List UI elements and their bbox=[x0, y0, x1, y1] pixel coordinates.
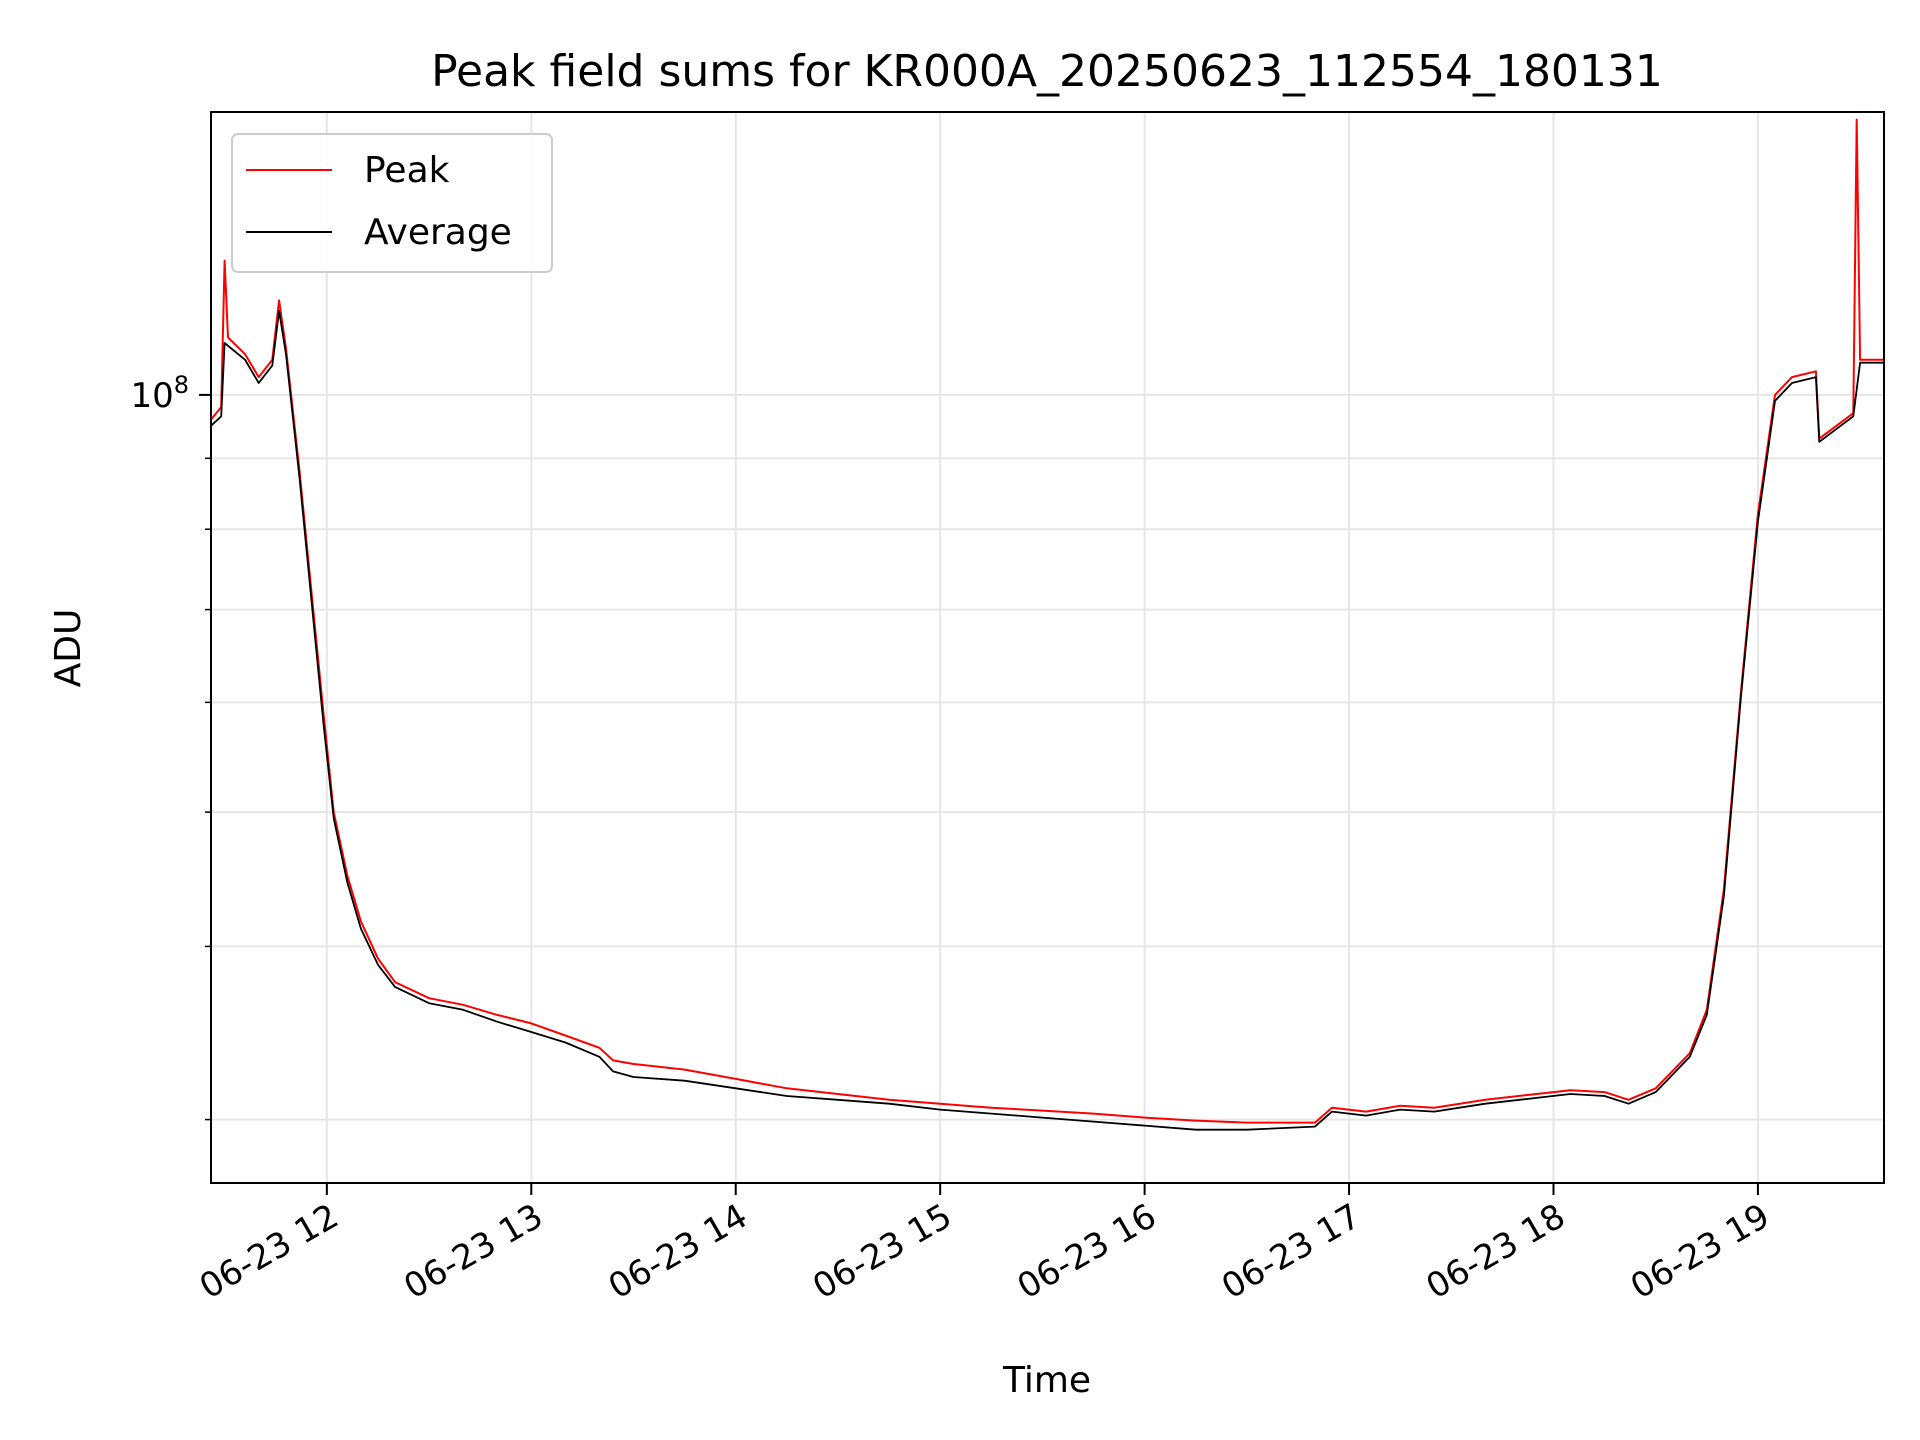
y-axis-label: ADU bbox=[48, 609, 89, 688]
legend-label-peak: Peak bbox=[364, 150, 450, 191]
series-line-average bbox=[210, 309, 1884, 1131]
chart-title: Peak field sums for KR000A_20250623_1125… bbox=[431, 46, 1663, 97]
plot-series bbox=[210, 118, 1884, 1131]
legend: Peak Average bbox=[231, 133, 553, 273]
legend-box bbox=[231, 133, 553, 273]
x-axis-label: Time bbox=[1002, 1360, 1091, 1401]
plot-frame bbox=[210, 111, 1885, 1184]
legend-label-average: Average bbox=[364, 212, 512, 253]
grid bbox=[211, 112, 1884, 1183]
y-tick-label: 108 bbox=[130, 371, 189, 416]
y-axis: 108 bbox=[130, 371, 211, 1121]
